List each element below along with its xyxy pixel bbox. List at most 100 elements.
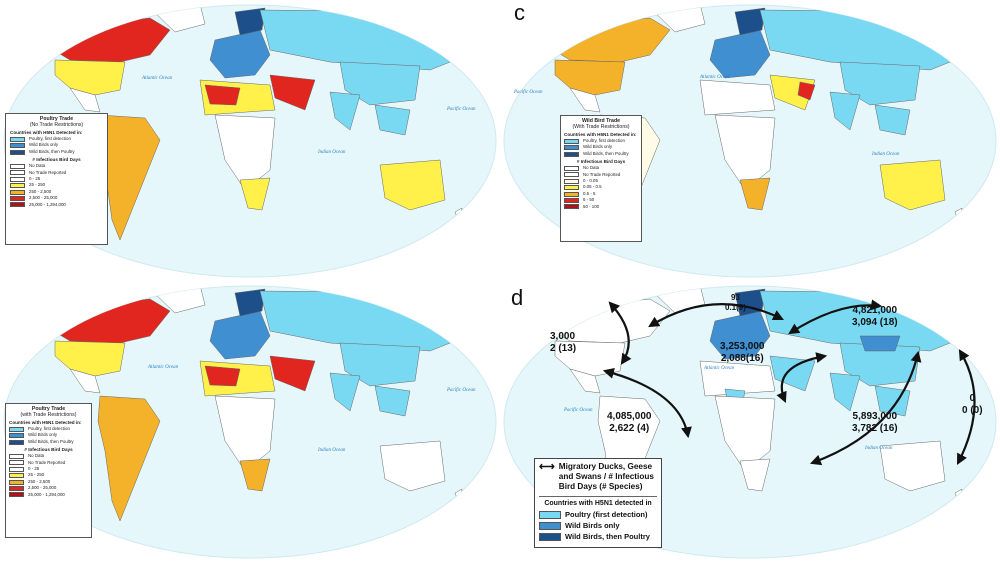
legend-a-title: Poultry Trade [39,116,74,122]
indian-label: Indian Ocean [872,152,900,157]
atlantic-label: Atlantic Ocean [700,75,731,80]
region-middle-east [269,74,316,111]
region-west-africa-red [204,365,241,387]
region-australia [379,159,446,211]
flow-3-birds: 3,253,000 [720,341,765,352]
region-china [339,61,421,106]
legend-d-detected-header: Countries with H5N1 detected in [539,496,657,507]
region-southern-africa [239,458,271,492]
region-alaska [9,298,51,324]
legend-a-days-2: 0 - 25 [10,176,103,182]
flyway-arrow-arctic [648,302,784,328]
legend-a-detected-0: Poultry, first detection [10,136,103,142]
legend-c-title: Wild Bird Trade [582,118,620,124]
legend-c-days-4: 0.5 - 5 [564,191,638,197]
legend-a-subtitle: (No Trade Restrictions) [29,122,84,128]
flow-label-arctic: 93 0.1(9) [725,293,746,313]
legend-b-days-2: 0 - 25 [9,466,88,472]
indian-label: Indian Ocean [865,446,893,451]
legend-a-days-3: 25 - 250 [10,182,103,189]
pacific-label: Pacific Ocean [447,107,476,112]
legend-c-days-2: 0 - 0.05 [564,178,638,184]
region-se-asia [874,104,911,136]
world-map-b [3,285,497,559]
legend-c-days-3: 0.05 - 0.5 [564,184,638,191]
region-mongolia [859,335,901,352]
region-scandinavia [234,288,266,317]
region-north-africa [699,360,776,397]
world-map-a [3,4,497,278]
legend-c-detected-1: Wild Birds only [564,144,638,151]
region-middle-east [269,355,316,392]
legend-d-detected-0: Poultry (first detection) [539,509,657,520]
pacific-label: Pacific Ocean [514,90,543,95]
region-se-asia [374,385,411,417]
flow-3-days: 2,088(16) [720,353,764,364]
double-arrow-icon: ⟷ [539,461,555,473]
flow-label-australasia: 0 0 (0) [962,393,983,417]
legend-b-subtitle: (with Trade Restrictions) [20,412,77,418]
legend-c-detected-2: Wild Birds, then Poultry [564,151,638,157]
panel-d-migratory-birds: d Atlantic Ocean Pacific Ocean Indian Oc… [500,281,1000,562]
legend-a-days-1: No Trade Reported [10,170,103,176]
region-india [329,91,361,131]
region-mexico [69,368,101,394]
legend-a-detected-2: Wild Birds, then Poultry [10,149,103,155]
region-china [339,342,421,387]
flow-label-americas: 4,085,000 2,622 (4) [607,411,652,435]
panel-b-poultry-with-restrictions: Atlantic Ocean Pacific Ocean Indian Ocea… [0,281,500,562]
flow-label-europe-africa: 3,253,000 2,088(16) [720,341,765,365]
region-china [839,61,921,106]
flow-2-birds: 3,000 [550,331,576,342]
legend-b-detected-2: Wild Birds, then Poultry [9,439,88,445]
legend-c-days-0: No Data [564,165,638,171]
region-india [829,91,861,131]
panel-a-poultry-no-restrictions: Atlantic Ocean Pacific Ocean Indian Ocea… [0,0,500,281]
flyway-arrow-americas [602,367,692,439]
legend-a-days-6: 25,000 - 1,294,000 [10,202,103,208]
legend-d-detected-2: Wild Birds, then Poultry [539,531,657,542]
legend-d-arrow-label: Migratory Ducks, Geese and Swans / # Inf… [558,462,654,491]
region-se-asia [374,104,411,136]
panel-c-letter: c [514,0,525,25]
legend-c-days-6: 50 - 100 [564,204,638,210]
legend-a-days-header: # Infectious Bird Days [32,157,81,163]
atlantic-label: Atlantic Ocean [148,365,179,370]
region-india [329,372,361,412]
legend-b-days-3: 25 - 250 [9,472,88,479]
region-southern-africa [739,177,771,211]
indian-label: Indian Ocean [318,150,346,155]
flow-4-days: 2,622 (4) [609,423,650,434]
legend-b-detected-0: Poultry, first detection [9,426,88,432]
legend-a-days-0: No Data [10,163,103,169]
indian-label: Indian Ocean [318,448,346,453]
region-north-africa [699,79,776,116]
legend-a-days-5: 2,500 - 25,000 [10,195,103,201]
flow-6-birds: 0 [969,393,976,404]
legend-a-days-4: 250 - 2,500 [10,189,103,195]
flow-2-days: 2 (13) [550,343,577,354]
flow-5-birds: 5,893,000 [852,411,898,422]
flyway-arrow-east-asia [788,299,883,335]
region-australia [879,159,946,211]
legend-a: Poultry Trade (No Trade Restrictions) Co… [5,113,108,245]
region-south-america [97,395,161,522]
legend-b-days-6: 25,000 - 1,294,000 [9,492,88,498]
flow-label-asia-africa: 5,893,000 3,782 (16) [852,411,898,435]
panel-c-wild-bird-trade: c Atlantic Ocean Pacific Ocean Indian Oc… [500,0,1000,281]
legend-b-days-header: # Infectious Bird Days [24,447,73,453]
region-scandinavia [234,7,266,36]
legend-b: Poultry Trade (with Trade Restrictions) … [5,403,92,538]
legend-c-detected-header: Countries with H5N1 Detected in: [564,132,637,137]
legend-b-days-0: No Data [9,453,88,459]
atlantic-label: Atlantic Ocean [704,366,735,371]
legend-b-days-4: 250 - 2,500 [9,479,88,485]
flyway-arrow-australasia [956,349,976,465]
pacific-label: Pacific Ocean [564,408,593,413]
flow-0-days: 0.1(9) [725,303,746,312]
panel-d-letter: d [511,285,524,310]
flow-6-days: 0 (0) [962,405,983,416]
legend-b-title: Poultry Trade [31,406,66,412]
legend-b-days-5: 2,500 - 25,000 [9,485,88,491]
flow-4-birds: 4,085,000 [607,411,652,422]
